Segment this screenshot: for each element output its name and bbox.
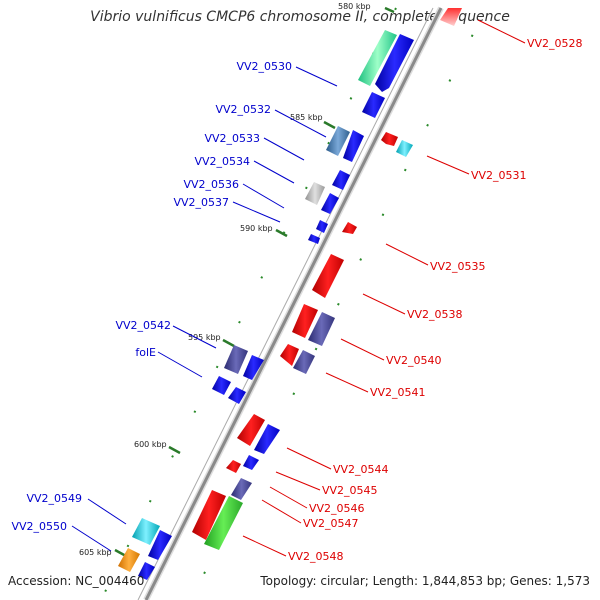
gene-vv2-0542b <box>243 355 264 380</box>
scale-label-590: 590 kbp <box>240 224 273 233</box>
gene-label: VV2_0538 <box>407 308 463 321</box>
gene-label: VV2_0549 <box>26 492 82 505</box>
gene-label: VV2_0531 <box>471 169 527 182</box>
gene-vv2-0530 <box>375 34 414 92</box>
gene-vv2-0531 <box>381 132 398 146</box>
gene-vv2-0550-orange <box>118 548 140 572</box>
gene-vv2-0537 <box>316 220 328 233</box>
scale-label-605: 605 kbp <box>79 548 112 557</box>
gene-vv2-0544-blue <box>254 424 280 454</box>
gene-labels-left: VV2_0530 VV2_0532 VV2_0533 VV2_0534 VV2_… <box>11 60 292 533</box>
scale-label-585: 585 kbp <box>290 113 323 122</box>
accession-label: Accession: NC_004460 <box>8 574 145 588</box>
gene-label: VV2_0533 <box>204 132 260 145</box>
gene-vv2-0546 <box>243 455 259 470</box>
gene-label: VV2_0541 <box>370 386 426 399</box>
gene-vv2-0528 <box>440 8 462 26</box>
tick-ring-inner <box>100 7 397 600</box>
gene-label: folE <box>135 346 156 359</box>
genes-reverse-strand <box>118 30 414 580</box>
gene-label: VV2_0540 <box>386 354 442 367</box>
chromosome-backbone <box>137 6 444 600</box>
tick-ring-outer <box>190 7 487 600</box>
gene-label: VV2_0547 <box>303 517 359 530</box>
map-title: Vibrio vulnificus CMCP6 chromosome II, c… <box>90 9 510 25</box>
gene-label: VV2_0536 <box>183 178 239 191</box>
gene-vv2-0529 <box>358 30 397 86</box>
gene-vv2-0533 <box>343 130 364 162</box>
gene-fole <box>212 376 231 395</box>
gene-vv2-0550 <box>148 530 172 560</box>
gene-label: VV2_0528 <box>527 37 583 50</box>
gene-label: VV2_0550 <box>11 520 67 533</box>
gene-vv2-0531-cyan <box>396 140 413 157</box>
gene-label: VV2_0535 <box>430 260 486 273</box>
topology-label: Topology: circular; Length: 1,844,853 bp… <box>260 574 590 588</box>
scale-label-600: 600 kbp <box>134 440 167 449</box>
gene-vv2-0536-gray <box>305 182 325 205</box>
gene-vv2-0549 <box>132 518 160 545</box>
gene-vv2-0548-red <box>192 490 226 540</box>
gene-vv2-0541-purple <box>293 350 315 374</box>
gene-vv2-0540 <box>292 304 318 338</box>
scale-label-580: 580 kbp <box>338 2 371 11</box>
gene-label: VV2_0530 <box>236 60 292 73</box>
gene-label: VV2_0542 <box>115 319 171 332</box>
genes-forward-strand <box>192 8 462 550</box>
gene-vv2-0534 <box>332 170 350 190</box>
gene-vv2-0538 <box>312 254 344 298</box>
gene-vv2-0545 <box>226 460 241 473</box>
gene-labels-right: VV2_0528 VV2_0531 VV2_0535 VV2_0538 VV2_… <box>288 37 583 563</box>
gene-vv2-0541 <box>280 344 299 366</box>
gene-label: VV2_0546 <box>309 502 365 515</box>
gene-vv2-0542 <box>224 345 248 374</box>
gene-fole-b <box>228 387 246 404</box>
gene-vv2-0537b <box>308 234 320 244</box>
leader-lines-right <box>242 19 526 557</box>
leader-lines-left <box>71 66 338 552</box>
gene-vv2-0548 <box>204 496 243 550</box>
gene-label: VV2_0534 <box>194 155 250 168</box>
gene-vv2-0544 <box>237 414 265 446</box>
gene-vv2-0547 <box>231 478 252 500</box>
gene-label: VV2_0537 <box>173 196 229 209</box>
gene-vv2-0536 <box>321 193 339 214</box>
gene-label: VV2_0532 <box>215 103 271 116</box>
gene-vv2-0535 <box>342 222 357 234</box>
scale-labels: 580 kbp 585 kbp 590 kbp 595 kbp 600 kbp … <box>79 2 371 557</box>
gene-vv2-0530b <box>362 92 385 118</box>
scale-label-595: 595 kbp <box>188 333 221 342</box>
gene-vv2-0550b <box>138 562 155 580</box>
gene-vv2-0540-purple <box>308 312 335 346</box>
gene-vv2-0532 <box>326 126 350 156</box>
gene-label: VV2_0548 <box>288 550 344 563</box>
gene-label: VV2_0544 <box>333 463 389 476</box>
gene-label: VV2_0545 <box>322 484 378 497</box>
